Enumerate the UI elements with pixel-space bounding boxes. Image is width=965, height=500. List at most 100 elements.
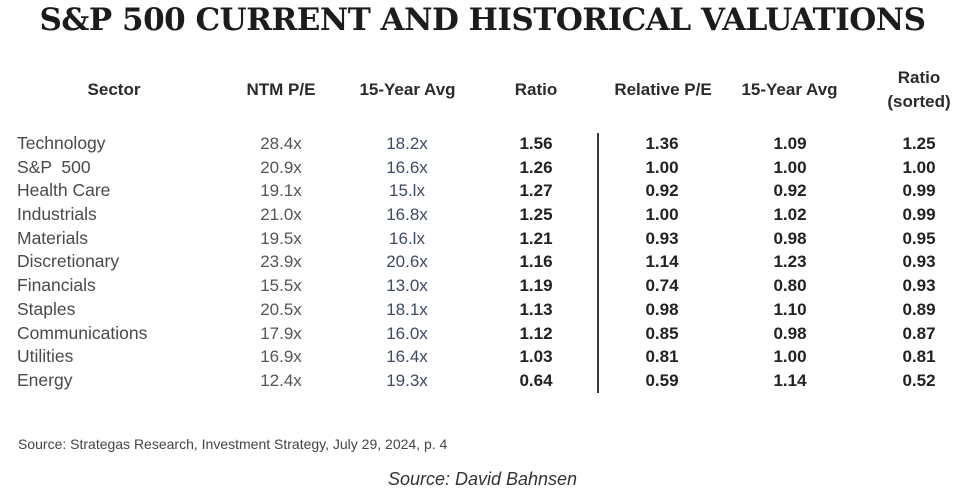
col-header-15yr-avg: 15-Year Avg bbox=[359, 80, 456, 99]
col-header-ratio-sorted: Ratio (sorted) bbox=[869, 66, 965, 114]
col-header-relative-pe: Relative P/E bbox=[614, 80, 712, 99]
cell-ntm-pe: 19.1x bbox=[260, 181, 302, 201]
cell-rel-15yr-avg: 1.00 bbox=[773, 157, 807, 177]
table-row: Utilities 16.9x 16.4x 1.03 0.81 1.00 0.8… bbox=[0, 345, 965, 369]
page-title: S&P 500 CURRENT AND HISTORICAL VALUATION… bbox=[39, 2, 926, 38]
cell-ntm-pe: 15.5x bbox=[260, 276, 302, 296]
cell-15yr-avg: 20.6x bbox=[386, 252, 428, 272]
cell-ratio-sorted: 1.25 bbox=[902, 134, 936, 153]
cell-ratio: 1.12 bbox=[519, 323, 553, 343]
cell-sector: Health Care bbox=[17, 180, 111, 201]
cell-sector: Discretionary bbox=[17, 251, 120, 272]
cell-ratio-sorted: 0.93 bbox=[902, 276, 936, 296]
cell-relative-pe: 1.36 bbox=[645, 134, 679, 153]
table-row: Discretionary 23.9x 20.6x 1.16 1.14 1.23… bbox=[0, 250, 965, 274]
column-divider bbox=[597, 133, 599, 393]
cell-15yr-avg: 16.lx bbox=[389, 228, 425, 248]
cell-ratio: 1.56 bbox=[519, 134, 553, 153]
cell-rel-15yr-avg: 1.09 bbox=[773, 134, 807, 153]
table-row: Industrials 21.0x 16.8x 1.25 1.00 1.02 0… bbox=[0, 203, 965, 227]
cell-sector: Energy bbox=[17, 369, 73, 390]
cell-15yr-avg: 19.3x bbox=[386, 370, 428, 390]
cell-sector: Industrials bbox=[17, 204, 97, 225]
cell-ntm-pe: 28.4x bbox=[260, 134, 302, 153]
cell-ratio: 1.27 bbox=[519, 181, 553, 201]
cell-relative-pe: 0.59 bbox=[645, 370, 679, 390]
cell-sector: Financials bbox=[17, 275, 96, 296]
cell-rel-15yr-avg: 1.23 bbox=[773, 252, 807, 272]
cell-15yr-avg: 16.6x bbox=[386, 157, 428, 177]
cell-ratio: 1.21 bbox=[519, 228, 553, 248]
cell-relative-pe: 1.14 bbox=[645, 252, 679, 272]
cell-ntm-pe: 23.9x bbox=[260, 252, 302, 272]
cell-ratio-sorted: 0.99 bbox=[902, 205, 936, 225]
table-row: Energy 12.4x 19.3x 0.64 0.59 1.14 0.52 bbox=[0, 369, 965, 393]
cell-15yr-avg: 16.4x bbox=[386, 347, 428, 367]
table-row: S&P 500 20.9x 16.6x 1.26 1.00 1.00 1.00 bbox=[0, 156, 965, 180]
cell-ratio: 1.26 bbox=[519, 157, 553, 177]
cell-ratio: 1.25 bbox=[519, 205, 553, 225]
cell-ratio-sorted: 0.99 bbox=[902, 181, 936, 201]
cell-relative-pe: 0.74 bbox=[645, 276, 679, 296]
cell-ntm-pe: 20.5x bbox=[260, 299, 302, 319]
col-header-sector: Sector bbox=[87, 80, 141, 99]
cell-relative-pe: 1.00 bbox=[645, 205, 679, 225]
table-row: Technology 28.4x 18.2x 1.56 1.36 1.09 1.… bbox=[0, 132, 965, 156]
cell-relative-pe: 0.81 bbox=[645, 347, 679, 367]
cell-relative-pe: 0.92 bbox=[645, 181, 679, 201]
cell-ratio-sorted: 0.81 bbox=[902, 347, 936, 367]
cell-15yr-avg: 16.8x bbox=[386, 205, 428, 225]
table-row: Communications 17.9x 16.0x 1.12 0.85 0.9… bbox=[0, 322, 965, 346]
col-header-rel-15yr-avg: 15-Year Avg bbox=[741, 80, 838, 99]
cell-ratio-sorted: 0.93 bbox=[902, 252, 936, 272]
cell-rel-15yr-avg: 0.98 bbox=[773, 228, 807, 248]
valuation-table: Technology 28.4x 18.2x 1.56 1.36 1.09 1.… bbox=[0, 132, 965, 393]
cell-sector: Communications bbox=[17, 322, 148, 343]
cell-rel-15yr-avg: 0.92 bbox=[773, 181, 807, 201]
cell-rel-15yr-avg: 1.00 bbox=[773, 347, 807, 367]
cell-sector: Staples bbox=[17, 298, 76, 319]
cell-ratio-sorted: 0.87 bbox=[902, 323, 936, 343]
cell-15yr-avg: 16.0x bbox=[386, 323, 428, 343]
cell-relative-pe: 0.98 bbox=[645, 299, 679, 319]
cell-sector: S&P 500 bbox=[17, 156, 91, 177]
col-header-ratio-sorted-line2: (sorted) bbox=[887, 92, 951, 111]
cell-rel-15yr-avg: 1.14 bbox=[773, 370, 807, 390]
cell-ratio: 1.13 bbox=[519, 299, 553, 319]
cell-15yr-avg: 18.2x bbox=[386, 134, 428, 153]
cell-rel-15yr-avg: 1.10 bbox=[773, 299, 807, 319]
image-credit: Source: David Bahnsen bbox=[387, 469, 578, 489]
cell-ratio: 1.16 bbox=[519, 252, 553, 272]
cell-ratio: 1.19 bbox=[519, 276, 553, 296]
cell-ntm-pe: 21.0x bbox=[260, 205, 302, 225]
cell-ntm-pe: 12.4x bbox=[260, 370, 302, 390]
table-row: Staples 20.5x 18.1x 1.13 0.98 1.10 0.89 bbox=[0, 298, 965, 322]
cell-relative-pe: 0.85 bbox=[645, 323, 679, 343]
cell-ratio-sorted: 0.52 bbox=[902, 370, 936, 390]
cell-rel-15yr-avg: 1.02 bbox=[773, 205, 807, 225]
table-row: Financials 15.5x 13.0x 1.19 0.74 0.80 0.… bbox=[0, 274, 965, 298]
cell-ratio: 0.64 bbox=[519, 370, 553, 390]
table-row: Health Care 19.1x 15.lx 1.27 0.92 0.92 0… bbox=[0, 179, 965, 203]
cell-sector: Utilities bbox=[17, 346, 74, 367]
cell-ntm-pe: 19.5x bbox=[260, 228, 302, 248]
cell-sector: Technology bbox=[17, 133, 106, 153]
col-header-ratio-sorted-line1: Ratio bbox=[897, 68, 941, 87]
cell-sector: Materials bbox=[17, 227, 88, 248]
cell-ntm-pe: 17.9x bbox=[260, 323, 302, 343]
cell-ratio: 1.03 bbox=[519, 347, 553, 367]
source-note: Source: Strategas Research, Investment S… bbox=[18, 436, 448, 452]
col-header-ratio: Ratio bbox=[514, 80, 558, 99]
cell-ntm-pe: 16.9x bbox=[260, 347, 302, 367]
cell-ratio-sorted: 0.95 bbox=[902, 228, 936, 248]
cell-15yr-avg: 13.0x bbox=[386, 276, 428, 296]
cell-rel-15yr-avg: 0.98 bbox=[773, 323, 807, 343]
cell-ratio-sorted: 1.00 bbox=[902, 157, 936, 177]
cell-15yr-avg: 15.lx bbox=[389, 181, 425, 201]
cell-rel-15yr-avg: 0.80 bbox=[773, 276, 807, 296]
col-header-ntm-pe: NTM P/E bbox=[246, 80, 316, 99]
cell-ratio-sorted: 0.89 bbox=[902, 299, 936, 319]
cell-relative-pe: 0.93 bbox=[645, 228, 679, 248]
cell-15yr-avg: 18.1x bbox=[386, 299, 428, 319]
cell-ntm-pe: 20.9x bbox=[260, 157, 302, 177]
